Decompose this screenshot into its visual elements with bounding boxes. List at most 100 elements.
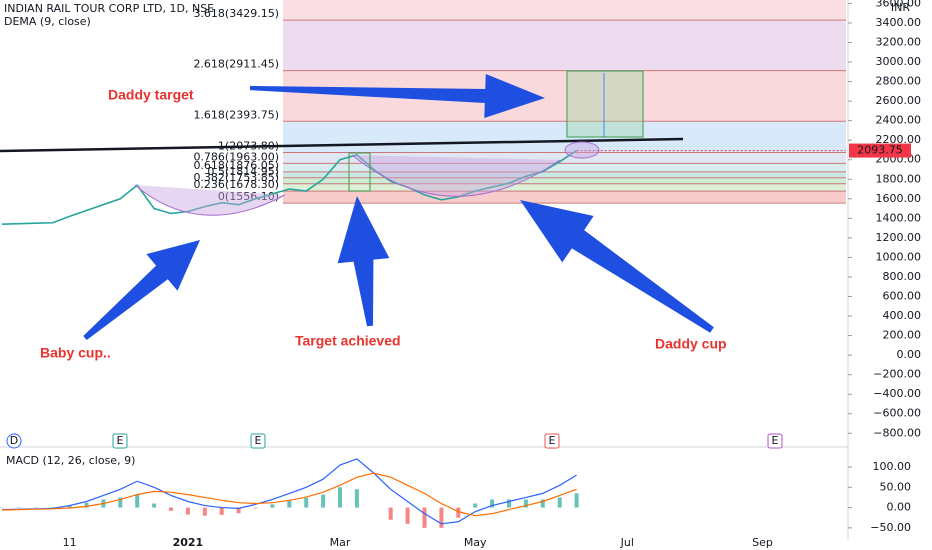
y-tick-label: 1200.00 [876,231,922,244]
histogram-bar [84,502,89,508]
event-marker [6,433,22,449]
x-tick-label: May [464,536,487,549]
event-marker [767,433,783,449]
histogram-bar [439,507,444,528]
fib-band [283,177,846,184]
fib-label: 2.618(2911.45) [193,58,279,71]
y-tick-label: 200.00 [883,329,922,342]
y-tick-label: −200.00 [873,368,921,381]
fib-band [283,191,846,204]
fib-label: 0.618(1876.05) [193,159,279,172]
y-tick-label: 400.00 [883,309,922,322]
arrow [337,196,390,327]
arrow [520,200,714,333]
handle [564,141,600,159]
trend-line [0,137,684,153]
y-tick-label: 2600.00 [876,94,922,107]
arrow [249,73,546,118]
histogram-bar [422,507,427,528]
histogram-bar [236,507,241,514]
price-line [1,149,578,226]
histogram-bar [456,507,461,518]
fib-band [283,121,846,153]
y-tick-label: 3200.00 [876,35,922,48]
y-tick-label: 0.00 [897,348,922,361]
macd-line [1,472,577,517]
histogram-bar [388,507,393,520]
fib-label: 0.5(1814.95) [207,165,279,178]
histogram-bar [304,497,309,508]
y-tick-label: 600.00 [883,290,922,303]
histogram-bar [169,507,173,511]
event-label: E [772,434,779,447]
cup [134,184,286,216]
annotation: Daddy cup [655,336,727,352]
y-tick-label: −50.00 [870,521,911,534]
histogram-bar [202,507,207,516]
fib-label: 0.786(1963.00) [193,150,279,163]
fib-band [283,163,846,172]
fib-band [283,0,846,21]
indicator-label: DEMA (9, close) [4,15,91,28]
fib-band [283,20,846,71]
annotation: Target achieved [295,333,401,349]
x-tick-label: Mar [330,536,351,549]
event-label: D [10,434,18,447]
histogram-bar [507,499,511,508]
y-tick-label: 1800.00 [876,172,922,185]
histogram-bar [185,507,190,515]
y-tick-label: 2800.00 [876,75,922,88]
chart-title: INDIAN RAIL TOUR CORP LTD, 1D, NSE [4,2,214,15]
macd-label: MACD (12, 26, close, 9) [6,454,135,467]
y-tick-label: 2400.00 [876,114,922,127]
histogram-bar [219,507,224,515]
y-tick-label: −800.00 [873,426,921,439]
histogram-bar [270,504,275,508]
y-tick-label: 3600.00 [876,0,922,9]
last-price-label: 2093.75 [857,144,903,157]
cup [351,154,561,197]
event-marker [250,433,266,449]
histogram-bar [557,497,562,508]
event-label: E [255,434,262,447]
y-tick-label: 0.00 [887,501,912,514]
annotation: Baby cup.. [40,345,111,361]
annotation: Daddy target [108,87,194,103]
y-tick-label: 100.00 [873,460,912,473]
event-label: E [117,434,124,447]
histogram-bar [253,507,258,509]
fib-label: 0.382(1753.85) [193,171,279,184]
histogram-bar [287,500,292,508]
histogram-bar [574,493,579,508]
fib-band [283,183,846,192]
fib-label: 1.618(2393.75) [193,108,279,121]
fib-label: 3.618(3429.15) [193,7,279,20]
y-tick-label: −600.00 [873,407,921,420]
histogram-bar [354,489,359,508]
fib-label: 0.236(1678.30) [193,178,279,191]
y-tick-label: 1600.00 [876,192,922,205]
y-tick-label: 800.00 [883,270,922,283]
x-tick-label: 11 [63,536,77,549]
x-tick-label: 2021 [173,536,204,549]
x-tick-label: Sep [752,536,773,549]
histogram-bar [338,487,342,508]
event-label: E [549,434,556,447]
histogram-bar [405,507,410,524]
histogram-bar [523,499,528,508]
histogram-bar [540,499,545,508]
y-tick-label: 50.00 [880,480,912,493]
y-tick-label: 1400.00 [876,211,922,224]
histogram-bar [135,494,140,508]
histogram-bar [67,505,72,508]
x-tick-label: Jul [620,536,634,549]
last-price-box [849,143,911,158]
y-tick-label: 2200.00 [876,133,922,146]
target-box [566,70,644,138]
histogram-bar [152,503,157,508]
histogram-bar [321,494,326,508]
macd-line [1,458,577,525]
y-tick-label: 1000.00 [876,250,922,263]
histogram-bar [118,497,123,508]
